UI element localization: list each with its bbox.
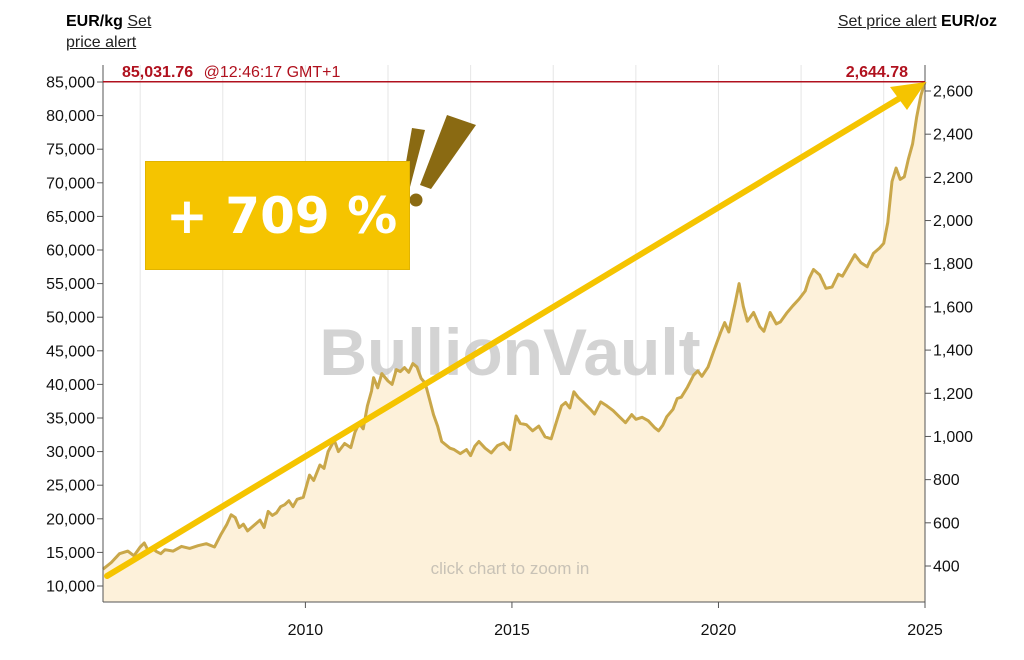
y-tick-label: 75,000	[46, 142, 95, 159]
y-tick-label: 70,000	[46, 175, 95, 192]
gain-badge: + 709 %	[145, 161, 410, 270]
current-price-eur-kg: 85,031.76 @12:46:17 GMT+1	[122, 64, 341, 81]
price-series-line	[102, 81, 927, 571]
y-tick-label: 20,000	[46, 511, 95, 528]
x-ticks: 2010 2015 2020 2025	[288, 602, 943, 639]
y-tick-label: 35,000	[46, 411, 95, 428]
current-price-time: @12:46:17 GMT+1	[204, 64, 341, 81]
left-y-ticks: 10,000 15,000 20,000 25,000 30,000 35,000 40,0…	[46, 75, 103, 596]
y2-tick-label: 2,600	[933, 84, 973, 101]
right-unit-label: EUR/oz	[941, 13, 997, 30]
y-tick-label: 55,000	[46, 276, 95, 293]
left-unit-label: EUR/kg	[66, 13, 123, 30]
trend-arrow-head	[890, 82, 926, 110]
y-tick-label: 40,000	[46, 377, 95, 394]
y-tick-label: 30,000	[46, 444, 95, 461]
y2-tick-label: 1,000	[933, 429, 973, 446]
y2-tick-label: 400	[933, 559, 960, 576]
exclamation-dot-2	[409, 193, 423, 207]
y2-tick-label: 1,800	[933, 256, 973, 273]
y2-tick-label: 800	[933, 472, 960, 489]
left-axis-header: EUR/kg Set price alert	[66, 11, 186, 53]
x-tick-label: 2015	[494, 622, 530, 639]
y-tick-label: 45,000	[46, 343, 95, 360]
y2-tick-label: 1,600	[933, 299, 973, 316]
y-tick-label: 60,000	[46, 243, 95, 260]
chart-axes	[102, 65, 926, 603]
current-price-eur-oz: 2,644.78	[846, 64, 908, 81]
y2-tick-label: 600	[933, 515, 960, 532]
right-set-price-alert-link[interactable]: Set price alert	[837, 13, 937, 30]
current-price-eur-kg-value: 85,031.76	[122, 64, 193, 81]
y-tick-label: 80,000	[46, 108, 95, 125]
zoom-hint-text: click chart to zoom in	[431, 559, 590, 578]
left-set-price-alert-link[interactable]: Set price alert	[66, 13, 152, 51]
price-area-fill	[103, 81, 925, 603]
right-y-ticks: 400 600 800 1,000 1,200 1,400 1,600 1,800 2,000 2…	[925, 84, 973, 576]
y-tick-label: 85,000	[46, 75, 95, 92]
x-tick-label: 2025	[907, 622, 943, 639]
y2-tick-label: 1,400	[933, 343, 973, 360]
y2-tick-label: 1,200	[933, 386, 973, 403]
y-tick-label: 10,000	[46, 579, 95, 596]
y-tick-label: 50,000	[46, 310, 95, 327]
watermark-text: BullionVault	[319, 315, 700, 389]
y-tick-label: 15,000	[46, 545, 95, 562]
y-tick-label: 25,000	[46, 478, 95, 495]
y2-tick-label: 2,400	[933, 127, 973, 144]
y2-tick-label: 2,000	[933, 213, 973, 230]
exclamation-bar-2	[420, 115, 476, 189]
y-tick-label: 65,000	[46, 209, 95, 226]
y2-tick-label: 2,200	[933, 170, 973, 187]
x-tick-label: 2010	[288, 622, 324, 639]
right-axis-header: Set price alert EUR/oz	[838, 11, 997, 32]
x-tick-label: 2020	[701, 622, 737, 639]
trend-arrow-line	[104, 95, 903, 579]
